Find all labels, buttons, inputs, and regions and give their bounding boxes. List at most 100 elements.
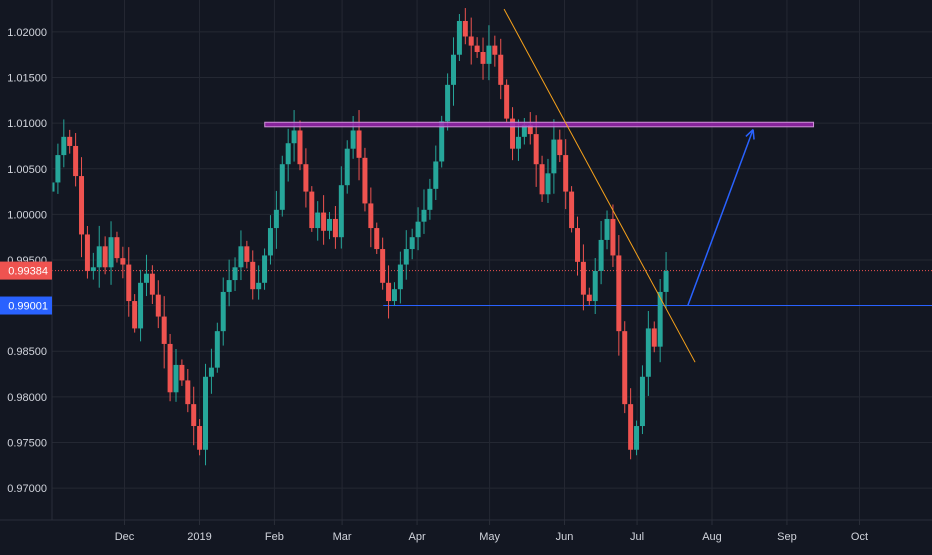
- candle[interactable]: [208, 348, 214, 394]
- candle[interactable]: [403, 230, 409, 280]
- candle[interactable]: [628, 388, 634, 460]
- candle[interactable]: [161, 296, 167, 369]
- candle[interactable]: [114, 231, 120, 263]
- candle[interactable]: [303, 148, 309, 208]
- candle[interactable]: [663, 252, 669, 309]
- candle[interactable]: [580, 244, 586, 311]
- candle[interactable]: [214, 322, 220, 373]
- candle[interactable]: [285, 128, 291, 182]
- candle[interactable]: [197, 419, 203, 456]
- candle[interactable]: [651, 321, 657, 353]
- candle[interactable]: [362, 147, 368, 212]
- candle[interactable]: [545, 158, 551, 203]
- candle[interactable]: [102, 236, 108, 275]
- candle[interactable]: [67, 129, 73, 154]
- candle[interactable]: [451, 37, 457, 106]
- price-axis-panel[interactable]: [0, 0, 52, 520]
- candle[interactable]: [433, 145, 439, 200]
- candle[interactable]: [108, 221, 114, 285]
- candle[interactable]: [332, 206, 338, 249]
- candle[interactable]: [84, 225, 90, 279]
- candle[interactable]: [380, 237, 386, 290]
- candle[interactable]: [143, 254, 149, 297]
- projection-arrow[interactable]: [687, 129, 755, 306]
- candle[interactable]: [510, 107, 516, 161]
- candle[interactable]: [639, 365, 645, 435]
- candle[interactable]: [250, 250, 256, 300]
- candle[interactable]: [445, 73, 451, 131]
- time-axis-panel[interactable]: [0, 520, 932, 550]
- candle[interactable]: [504, 79, 510, 122]
- candle[interactable]: [179, 359, 185, 386]
- candle[interactable]: [55, 143, 61, 194]
- candle[interactable]: [574, 216, 580, 276]
- candle[interactable]: [220, 277, 226, 346]
- candle[interactable]: [244, 240, 250, 269]
- candle[interactable]: [480, 37, 486, 80]
- candle[interactable]: [120, 246, 126, 279]
- candle[interactable]: [421, 189, 427, 234]
- candle[interactable]: [397, 251, 403, 304]
- candle[interactable]: [267, 215, 273, 265]
- candle[interactable]: [309, 186, 315, 232]
- candle[interactable]: [427, 178, 433, 220]
- candle[interactable]: [657, 278, 663, 363]
- resistance-zone[interactable]: [264, 121, 815, 128]
- time-axis[interactable]: Dec 2019 Feb Mar Apr May Jun Jul Aug Sep Oct: [115, 520, 868, 543]
- candle[interactable]: [338, 166, 344, 249]
- candle[interactable]: [415, 207, 421, 251]
- candle[interactable]: [96, 225, 102, 288]
- candle[interactable]: [291, 110, 297, 162]
- candle[interactable]: [279, 155, 285, 217]
- candle[interactable]: [256, 265, 262, 300]
- candle[interactable]: [391, 282, 397, 306]
- candle[interactable]: [409, 228, 415, 260]
- candle[interactable]: [173, 348, 179, 402]
- candle[interactable]: [368, 187, 374, 248]
- candle[interactable]: [622, 321, 628, 414]
- candle[interactable]: [315, 201, 321, 241]
- candle[interactable]: [149, 265, 155, 304]
- candle[interactable]: [527, 112, 533, 145]
- candle[interactable]: [616, 235, 622, 356]
- candle[interactable]: [592, 258, 598, 314]
- candle[interactable]: [604, 210, 610, 250]
- candle[interactable]: [610, 204, 616, 267]
- candle[interactable]: [79, 157, 85, 258]
- candle[interactable]: [598, 221, 604, 285]
- candle[interactable]: [232, 257, 238, 292]
- candle[interactable]: [492, 35, 498, 67]
- candle[interactable]: [474, 37, 480, 58]
- candle[interactable]: [374, 222, 380, 254]
- candle[interactable]: [344, 140, 350, 194]
- candle[interactable]: [634, 420, 640, 456]
- candle[interactable]: [226, 259, 232, 307]
- candle[interactable]: [90, 252, 96, 280]
- candles[interactable]: [49, 8, 669, 466]
- candle[interactable]: [486, 25, 492, 81]
- candle[interactable]: [586, 287, 592, 306]
- candle[interactable]: [386, 265, 392, 319]
- candle[interactable]: [126, 247, 132, 317]
- candle[interactable]: [456, 14, 462, 62]
- candle[interactable]: [273, 190, 279, 249]
- candle[interactable]: [203, 363, 209, 466]
- candle[interactable]: [138, 269, 144, 342]
- candle[interactable]: [569, 186, 575, 233]
- candle[interactable]: [462, 8, 468, 45]
- candle[interactable]: [557, 129, 563, 163]
- candle[interactable]: [321, 195, 327, 245]
- candle[interactable]: [327, 211, 333, 240]
- candle[interactable]: [551, 119, 557, 194]
- candle[interactable]: [645, 311, 651, 396]
- candle[interactable]: [297, 120, 303, 171]
- candle[interactable]: [498, 38, 504, 100]
- candle[interactable]: [563, 139, 569, 210]
- candle[interactable]: [238, 230, 244, 281]
- candle[interactable]: [539, 155, 545, 202]
- annotations-front[interactable]: [264, 8, 815, 363]
- candle[interactable]: [167, 333, 173, 402]
- candle[interactable]: [185, 368, 191, 413]
